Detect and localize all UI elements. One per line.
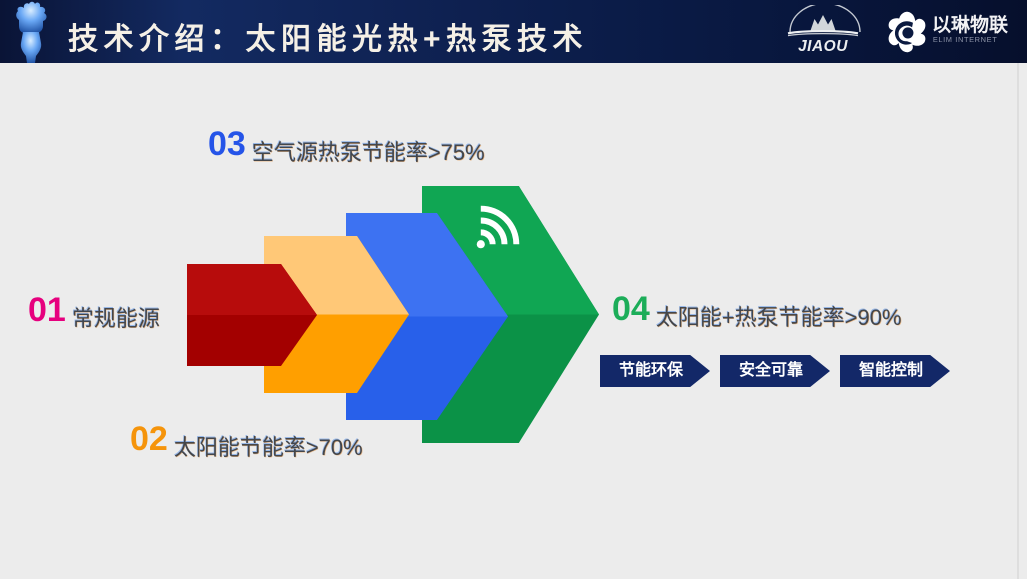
- svg-text:ELIM INTERNET: ELIM INTERNET: [933, 35, 998, 44]
- svg-text:以琳物联: 以琳物联: [932, 13, 1008, 36]
- svg-text:JIAOU: JIAOU: [798, 38, 848, 53]
